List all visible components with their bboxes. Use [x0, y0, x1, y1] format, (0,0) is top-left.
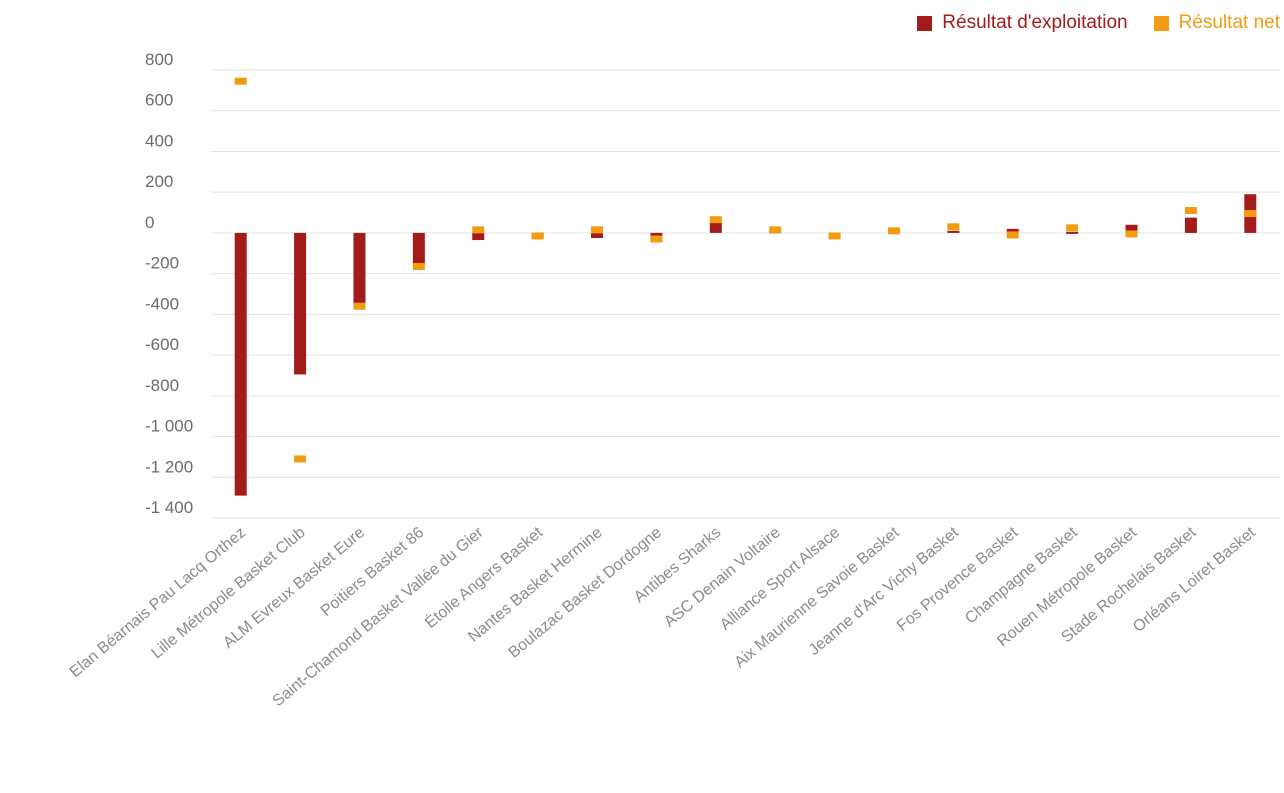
bar-exploitation — [1006, 228, 1019, 233]
y-tick-label: 600 — [145, 91, 173, 110]
marker-net — [947, 223, 960, 231]
y-tick-label: 200 — [145, 172, 173, 191]
bar-exploitation — [1066, 231, 1079, 234]
y-tick-label: 400 — [145, 131, 173, 150]
bar-exploitation — [412, 232, 425, 264]
y-tick-label: 0 — [145, 213, 154, 232]
bar-exploitation — [1184, 217, 1197, 233]
legend-swatch-exploitation — [917, 15, 933, 31]
marker-net — [828, 232, 841, 240]
marker-net — [591, 226, 604, 234]
marker-net — [472, 226, 485, 234]
marker-net — [887, 227, 900, 235]
y-tick-label: -1 400 — [145, 498, 193, 517]
bars-exploitation — [234, 194, 1257, 496]
marker-net — [650, 235, 663, 243]
bar-exploitation — [650, 232, 663, 237]
grid — [211, 69, 1280, 519]
legend: Résultat d'exploitation Résultat net — [917, 12, 1280, 34]
x-tick-label: Saint-Chamond Basket Vallée du Gier — [270, 524, 488, 710]
marker-net — [1006, 231, 1019, 239]
y-tick-label: -400 — [145, 294, 179, 313]
y-tick-label: -1 000 — [145, 417, 193, 436]
bar-exploitation — [591, 232, 604, 238]
marker-net — [1184, 207, 1197, 215]
marker-net — [294, 455, 307, 463]
legend-swatch-net — [1153, 15, 1169, 31]
y-tick-label: -1 200 — [145, 457, 193, 476]
bar-exploitation — [234, 232, 247, 496]
bar-exploitation — [353, 232, 366, 306]
bar-exploitation — [472, 232, 485, 241]
legend-item-net[interactable]: Résultat net — [1153, 12, 1280, 34]
legend-label-exploitation: Résultat d'exploitation — [942, 12, 1128, 33]
marker-net — [353, 302, 366, 310]
marker-net — [1244, 210, 1257, 218]
markers-net — [234, 77, 1257, 463]
bar-exploitation — [294, 232, 307, 375]
marker-net — [709, 216, 722, 224]
x-tick-label: Poitiers Basket 86 — [318, 524, 428, 620]
legend-label-net: Résultat net — [1178, 12, 1280, 33]
y-tick-label: -600 — [145, 335, 179, 354]
bar-exploitation — [947, 230, 960, 233]
marker-net — [1125, 230, 1138, 238]
y-tick-label: -200 — [145, 254, 179, 273]
marker-net — [234, 77, 247, 85]
bar-exploitation — [709, 221, 722, 233]
bar-exploitation — [1125, 224, 1138, 233]
y-tick-label: 800 — [145, 50, 173, 69]
marker-net — [1066, 224, 1079, 232]
x-tick-label: ASC Denain Voltaire — [661, 524, 784, 631]
legend-item-exploitation[interactable]: Résultat d'exploitation — [917, 12, 1128, 34]
y-tick-label: -800 — [145, 376, 179, 395]
marker-net — [531, 232, 544, 240]
marker-net — [412, 263, 425, 271]
marker-net — [769, 226, 782, 234]
y-axis-ticks: 800 600 400 200 0 -200 -400 -600 -800 -1 000 -1 20… — [145, 50, 193, 517]
x-tick-label: Champagne Basket — [962, 524, 1081, 628]
